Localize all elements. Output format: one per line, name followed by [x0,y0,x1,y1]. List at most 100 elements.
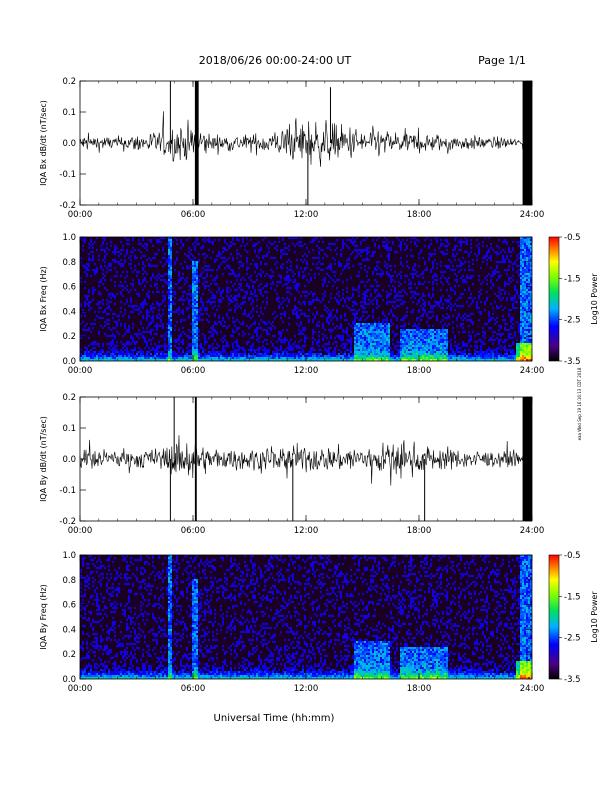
heatmap-cell [482,341,484,343]
heatmap-cell [268,359,270,361]
heatmap-cell [484,331,486,333]
heatmap-cell [328,317,330,319]
heatmap-cell [352,357,354,359]
heatmap-cell [478,307,480,309]
heatmap-cell [88,345,90,347]
heatmap-cell [298,325,300,327]
heatmap-cell [386,335,388,337]
heatmap-cell [192,321,194,323]
heatmap-cell [440,277,442,279]
heatmap-cell [284,355,286,357]
heatmap-cell [286,355,288,357]
heatmap-cell [178,313,180,315]
heatmap-cell [346,287,348,289]
heatmap-cell [364,353,366,355]
heatmap-cell [330,331,332,333]
heatmap-cell [96,355,98,357]
heatmap-cell [104,249,106,251]
heatmap-cell [452,331,454,333]
heatmap-cell [422,339,424,341]
heatmap-cell [132,237,134,239]
heatmap-cell [482,245,484,247]
heatmap-cell [106,355,108,357]
heatmap-cell [354,249,356,251]
heatmap-cell [354,337,356,339]
heatmap-cell [360,249,362,251]
heatmap-cell [246,341,248,343]
heatmap-cell [520,329,522,331]
heatmap-cell [418,337,420,339]
heatmap-cell [196,359,198,361]
heatmap-cell [356,303,358,305]
heatmap-cell [418,343,420,345]
heatmap-cell [520,359,522,361]
heatmap-cell [104,237,106,239]
heatmap-cell [364,349,366,351]
heatmap-cell [516,351,518,353]
heatmap-cell [306,315,308,317]
heatmap-cell [282,341,284,343]
heatmap-cell [232,271,234,273]
heatmap-cell [198,359,200,361]
heatmap-cell [338,359,340,361]
heatmap-cell [340,253,342,255]
heatmap-cell [444,299,446,301]
heatmap-cell [454,249,456,251]
heatmap-cell [246,343,248,345]
heatmap-cell [214,261,216,263]
heatmap-cell [406,355,408,357]
heatmap-cell [488,273,490,275]
heatmap-cell [380,349,382,351]
heatmap-cell [470,357,472,359]
heatmap-cell [126,253,128,255]
heatmap-cell [318,267,320,269]
heatmap-cell [150,349,152,351]
heatmap-cell [464,313,466,315]
heatmap-cell [372,341,374,343]
heatmap-cell [368,303,370,305]
heatmap-cell [452,305,454,307]
heatmap-cell [206,273,208,275]
heatmap-cell [110,335,112,337]
heatmap-cell [102,277,104,279]
heatmap-cell [124,323,126,325]
heatmap-cell [416,345,418,347]
heatmap-cell [500,261,502,263]
heatmap-cell [90,357,92,359]
heatmap-cell [88,305,90,307]
heatmap-cell [444,343,446,345]
heatmap-cell [260,355,262,357]
heatmap-cell [326,343,328,345]
heatmap-cell [460,305,462,307]
heatmap-cell [210,303,212,305]
heatmap-cell [262,357,264,359]
heatmap-cell [368,351,370,353]
heatmap-cell [192,293,194,295]
heatmap-cell [424,359,426,361]
heatmap-cell [474,253,476,255]
heatmap-cell [196,277,198,279]
heatmap-cell [438,335,440,337]
heatmap-cell [462,257,464,259]
heatmap-cell [440,347,442,349]
heatmap-cell [114,353,116,355]
heatmap-cell [210,283,212,285]
heatmap-cell [164,273,166,275]
heatmap-cell [366,349,368,351]
heatmap-cell [304,253,306,255]
heatmap-cell [218,255,220,257]
heatmap-cell [170,305,172,307]
heatmap-cell [520,285,522,287]
heatmap-cell [178,299,180,301]
heatmap-cell [194,245,196,247]
heatmap-cell [124,303,126,305]
heatmap-cell [466,319,468,321]
heatmap-cell [204,257,206,259]
heatmap-cell [234,341,236,343]
heatmap-cell [360,351,362,353]
heatmap-cell [264,291,266,293]
heatmap-cell [288,317,290,319]
heatmap-cell [316,359,318,361]
heatmap-cell [368,353,370,355]
heatmap-cell [388,355,390,357]
